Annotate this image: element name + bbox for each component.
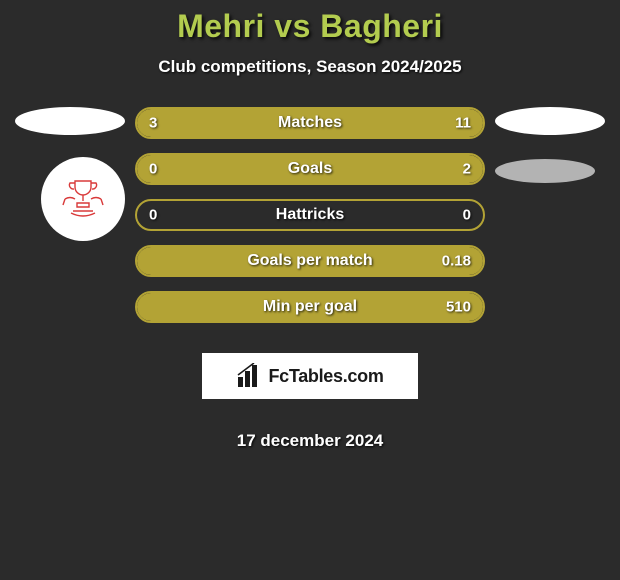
stat-label: Goals [288,160,332,178]
stat-value-right: 2 [463,161,471,178]
stat-bar-mpg: Min per goal 510 [135,291,485,323]
subtitle: Club competitions, Season 2024/2025 [0,57,620,77]
stat-bar-hattricks: 0 Hattricks 0 [135,199,485,231]
stat-value-left: 0 [149,161,157,178]
logo-box: FcTables.com [202,353,418,399]
trophy-icon [53,169,113,229]
stat-bar-goals: 0 Goals 2 [135,153,485,185]
left-column [0,107,135,241]
right-ellipse-1 [495,107,605,135]
stat-label: Min per goal [263,298,357,316]
stat-value-right: 0 [463,207,471,224]
stat-bar-gpm: Goals per match 0.18 [135,245,485,277]
stat-label: Matches [278,114,342,132]
page-title: Mehri vs Bagheri [0,8,620,45]
stat-bar-matches: 3 Matches 11 [135,107,485,139]
bars-icon [236,363,264,389]
left-ellipse-1 [15,107,125,135]
stats-column: 3 Matches 11 0 Goals 2 0 Hattricks 0 Goa… [135,107,485,451]
stat-fill-right [211,109,483,137]
stat-value-right: 510 [446,299,471,316]
stat-value-right: 0.18 [442,253,471,270]
logo-text: FcTables.com [268,366,383,387]
stat-value-left: 0 [149,207,157,224]
stat-label: Goals per match [247,252,372,270]
stat-value-left: 3 [149,115,157,132]
stat-value-right: 11 [455,115,471,132]
stat-label: Hattricks [276,206,344,224]
right-ellipse-2 [495,159,595,183]
date-text: 17 december 2024 [135,431,485,451]
container: Mehri vs Bagheri Club competitions, Seas… [0,0,620,451]
team-badge-left [41,157,125,241]
main-row: 3 Matches 11 0 Goals 2 0 Hattricks 0 Goa… [0,107,620,451]
right-column [485,107,620,183]
